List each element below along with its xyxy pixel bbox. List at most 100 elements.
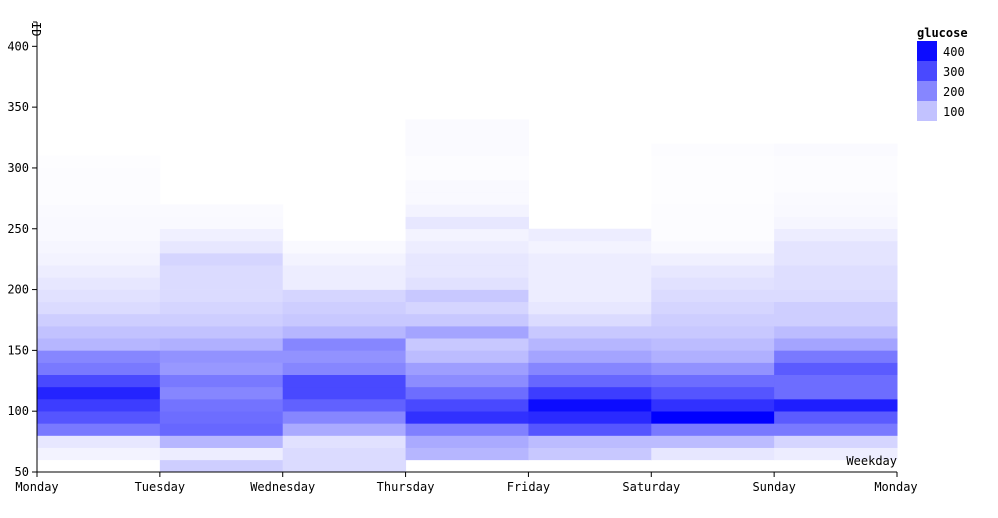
heatmap-cell [528, 289, 652, 303]
heatmap-cell [774, 423, 898, 436]
heatmap-cell [651, 143, 775, 157]
heatmap-cell [282, 313, 407, 327]
heatmap-cell [37, 155, 161, 169]
y-tick-label: 100 [7, 404, 29, 418]
heatmap-cell [159, 411, 284, 424]
heatmap-cell [405, 326, 529, 339]
y-tick-label: 250 [7, 222, 29, 236]
heatmap-cell [651, 204, 775, 217]
heatmap-cell [528, 338, 652, 351]
heatmap-cell [528, 423, 652, 436]
heatmap-cell [774, 362, 898, 375]
heatmap-cell [37, 277, 161, 290]
x-tick-labels: Monday Tuesday Wednesday Thursday Friday Satu… [15, 472, 918, 494]
heatmap-cell [774, 253, 898, 266]
heatmap-cell [651, 386, 775, 400]
heatmap-cell [651, 374, 775, 388]
heatmap-cell [37, 362, 161, 375]
x-tick-label: Monday [15, 480, 58, 494]
heatmap-cell [405, 338, 529, 351]
heatmap-cell [37, 167, 161, 181]
heatmap-cell [37, 447, 161, 461]
heatmap-cell [159, 289, 284, 303]
heatmap-cell [159, 423, 284, 436]
heatmap-cell [159, 362, 284, 375]
heatmap-cell [774, 192, 898, 205]
heatmap-cell [528, 399, 652, 412]
y-tick-label: 300 [7, 161, 29, 175]
heatmap-cell [37, 265, 161, 278]
x-tick-label: Sunday [752, 480, 795, 494]
x-tick-label: Saturday [622, 480, 680, 494]
heatmap-cell [651, 435, 775, 448]
heatmap-cell [159, 228, 284, 242]
heatmap-cell [774, 277, 898, 290]
heatmap-cell [651, 228, 775, 242]
heatmap-cell [528, 301, 652, 315]
heatmap-cell [282, 326, 407, 339]
heatmap-cell [37, 253, 161, 266]
heatmap-cell [651, 277, 775, 290]
x-tick-label: Tuesday [135, 480, 186, 494]
heatmap-cell [282, 399, 407, 412]
heatmap-cell [159, 374, 284, 388]
heatmap-cell [282, 289, 407, 303]
heatmap-cell [528, 277, 652, 290]
heatmap-cell [405, 228, 529, 242]
heatmap-cell [405, 192, 529, 205]
heatmap-cell [405, 204, 529, 217]
heatmap-cell [159, 399, 284, 412]
heatmap-cell [282, 435, 407, 448]
x-tick-label: Monday [874, 480, 917, 494]
legend: glucose 400 300 200 100 [917, 26, 968, 121]
heatmap-cell [774, 313, 898, 327]
legend-label: 100 [943, 105, 965, 119]
heatmap-cell [405, 362, 529, 375]
heatmap-cell [651, 167, 775, 181]
heatmap-cell [159, 326, 284, 339]
heatmap-cell [774, 204, 898, 217]
heatmap-cell [37, 180, 161, 193]
heatmap-cell [405, 411, 529, 424]
heatmap-cell [37, 204, 161, 217]
heatmap-cell [405, 350, 529, 363]
heatmap-cell [37, 228, 161, 242]
heatmap-cell [159, 253, 284, 266]
heatmap-cell [774, 167, 898, 181]
heatmap-cell [528, 350, 652, 363]
legend-label: 200 [943, 85, 965, 99]
heatmap-cell [282, 459, 407, 473]
heatmap-cell [282, 374, 407, 388]
heatmap-cell [405, 265, 529, 278]
y-tick-labels: 50 100 150 200 250 300 350 400 [7, 39, 37, 479]
heatmap-cell [37, 399, 161, 412]
heatmap-cell [651, 350, 775, 363]
heatmap-cell [528, 265, 652, 278]
heatmap-cell [405, 435, 529, 448]
legend-title: glucose [917, 26, 968, 40]
heatmap-cell [159, 265, 284, 278]
heatmap-cell [774, 435, 898, 448]
heatmap-cell [405, 386, 529, 400]
heatmap-cell [774, 265, 898, 278]
legend-swatch [917, 61, 937, 81]
heatmap-cell [651, 155, 775, 169]
heatmap-cell [528, 240, 652, 254]
heatmap-cell [651, 240, 775, 254]
heatmap-cell [282, 338, 407, 351]
heatmap-cell [774, 326, 898, 339]
heatmap-cell [405, 301, 529, 315]
heatmap-cell [774, 411, 898, 424]
heatmap-cell [774, 447, 898, 461]
heatmap-cell [774, 240, 898, 254]
heatmap-cell [37, 423, 161, 436]
heatmap-cell [159, 277, 284, 290]
heatmap-cell [282, 362, 407, 375]
y-axis-title: ID [29, 22, 43, 36]
heatmap-cell [528, 435, 652, 448]
heatmap-cell [774, 216, 898, 230]
heatmap-cell [528, 411, 652, 424]
heatmap-cell [651, 313, 775, 327]
heatmap-cell [282, 265, 407, 278]
